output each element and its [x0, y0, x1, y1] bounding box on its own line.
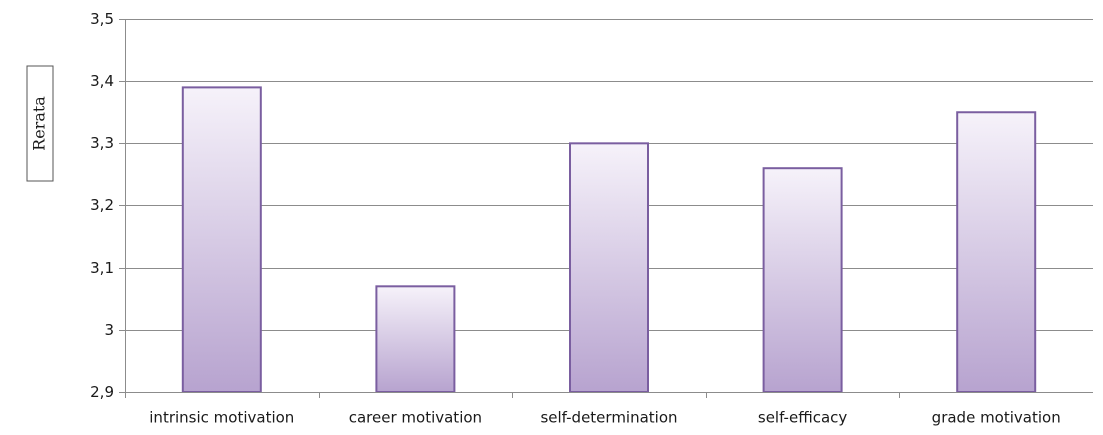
y-tick-label: 3,5 [90, 10, 114, 28]
bar [569, 142, 649, 393]
x-tick-label: self-efficacy [758, 409, 848, 427]
x-tick-labels: intrinsic motivation career motivation sel… [149, 409, 1060, 427]
y-tick-label: 3,4 [90, 72, 114, 90]
y-axis-label-text: Rerata [30, 96, 49, 151]
y-tick-label: 3,2 [90, 196, 114, 214]
bar [762, 167, 843, 393]
x-tick-label: intrinsic motivation [149, 409, 294, 427]
x-tick-label: career motivation [349, 409, 482, 427]
x-tick-label: self-determination [540, 409, 677, 427]
y-tick-label: 3 [104, 321, 114, 339]
bars [181, 86, 1037, 394]
x-tick-label: grade motivation [932, 409, 1061, 427]
y-tick-label: 3,3 [90, 134, 114, 152]
bar [956, 111, 1037, 393]
axes [125, 19, 1093, 398]
y-axis-label: Rerata [26, 65, 54, 182]
y-axis-label-box [26, 65, 54, 182]
y-tick-label: 2,9 [90, 383, 114, 401]
bar [375, 285, 456, 394]
bar [181, 86, 262, 393]
y-tick-label: 3,1 [90, 259, 114, 277]
y-tick-labels: 2,9 3 3,1 3,2 3,3 3,4 3,5 [90, 10, 114, 401]
